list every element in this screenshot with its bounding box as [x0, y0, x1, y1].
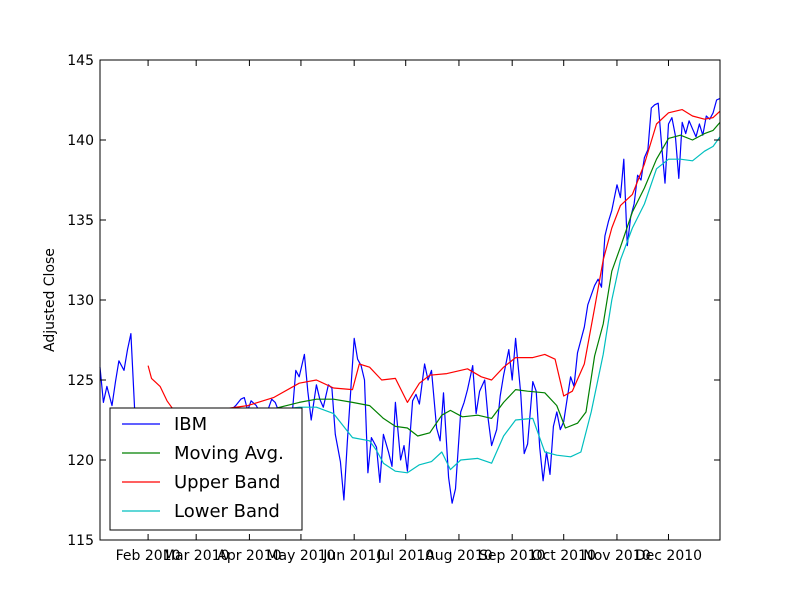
y-ticks: 115 120 125 130 135 140 145	[67, 53, 720, 549]
legend-label-ibm: IBM	[174, 414, 207, 435]
x-tick-label: Nov 2010	[583, 548, 650, 564]
y-axis-title: Adjusted Close	[42, 248, 58, 352]
y-tick-label: 125	[67, 373, 94, 389]
y-tick-label: 135	[67, 213, 94, 229]
x-tick-label: Sep 2010	[479, 548, 545, 564]
legend-label-upper-band: Upper Band	[174, 472, 280, 493]
legend-label-moving-avg: Moving Avg.	[174, 443, 284, 464]
series-layer	[99, 97, 721, 504]
legend-frame	[109, 407, 303, 531]
y-tick-label: 145	[67, 53, 94, 69]
legend: IBM Moving Avg. Upper Band Lower Band	[109, 407, 303, 531]
series-line-upper-band	[147, 109, 721, 416]
x-tick-label: Oct 2010	[532, 548, 596, 564]
series-line-moving-avg	[247, 122, 721, 437]
y-tick-label: 115	[67, 533, 94, 549]
y-tick-label: 120	[67, 453, 94, 469]
x-tick-label: Jul 2010	[376, 548, 434, 564]
x-tick-label: Feb 2010	[116, 548, 181, 564]
x-tick-label: Mar 2010	[163, 548, 230, 564]
legend-label-lower-band: Lower Band	[174, 501, 280, 522]
x-tick-label: Aug 2010	[425, 548, 492, 564]
x-tick-label: Jun 2010	[322, 548, 385, 564]
x-tick-label: May 2010	[266, 548, 335, 564]
y-tick-label: 130	[67, 293, 94, 309]
x-tick-label: Dec 2010	[635, 548, 702, 564]
series-line-ibm	[99, 97, 721, 504]
series-line-lower-band	[247, 136, 721, 474]
x-tick-label: Apr 2010	[217, 548, 281, 564]
y-tick-label: 140	[67, 133, 94, 149]
